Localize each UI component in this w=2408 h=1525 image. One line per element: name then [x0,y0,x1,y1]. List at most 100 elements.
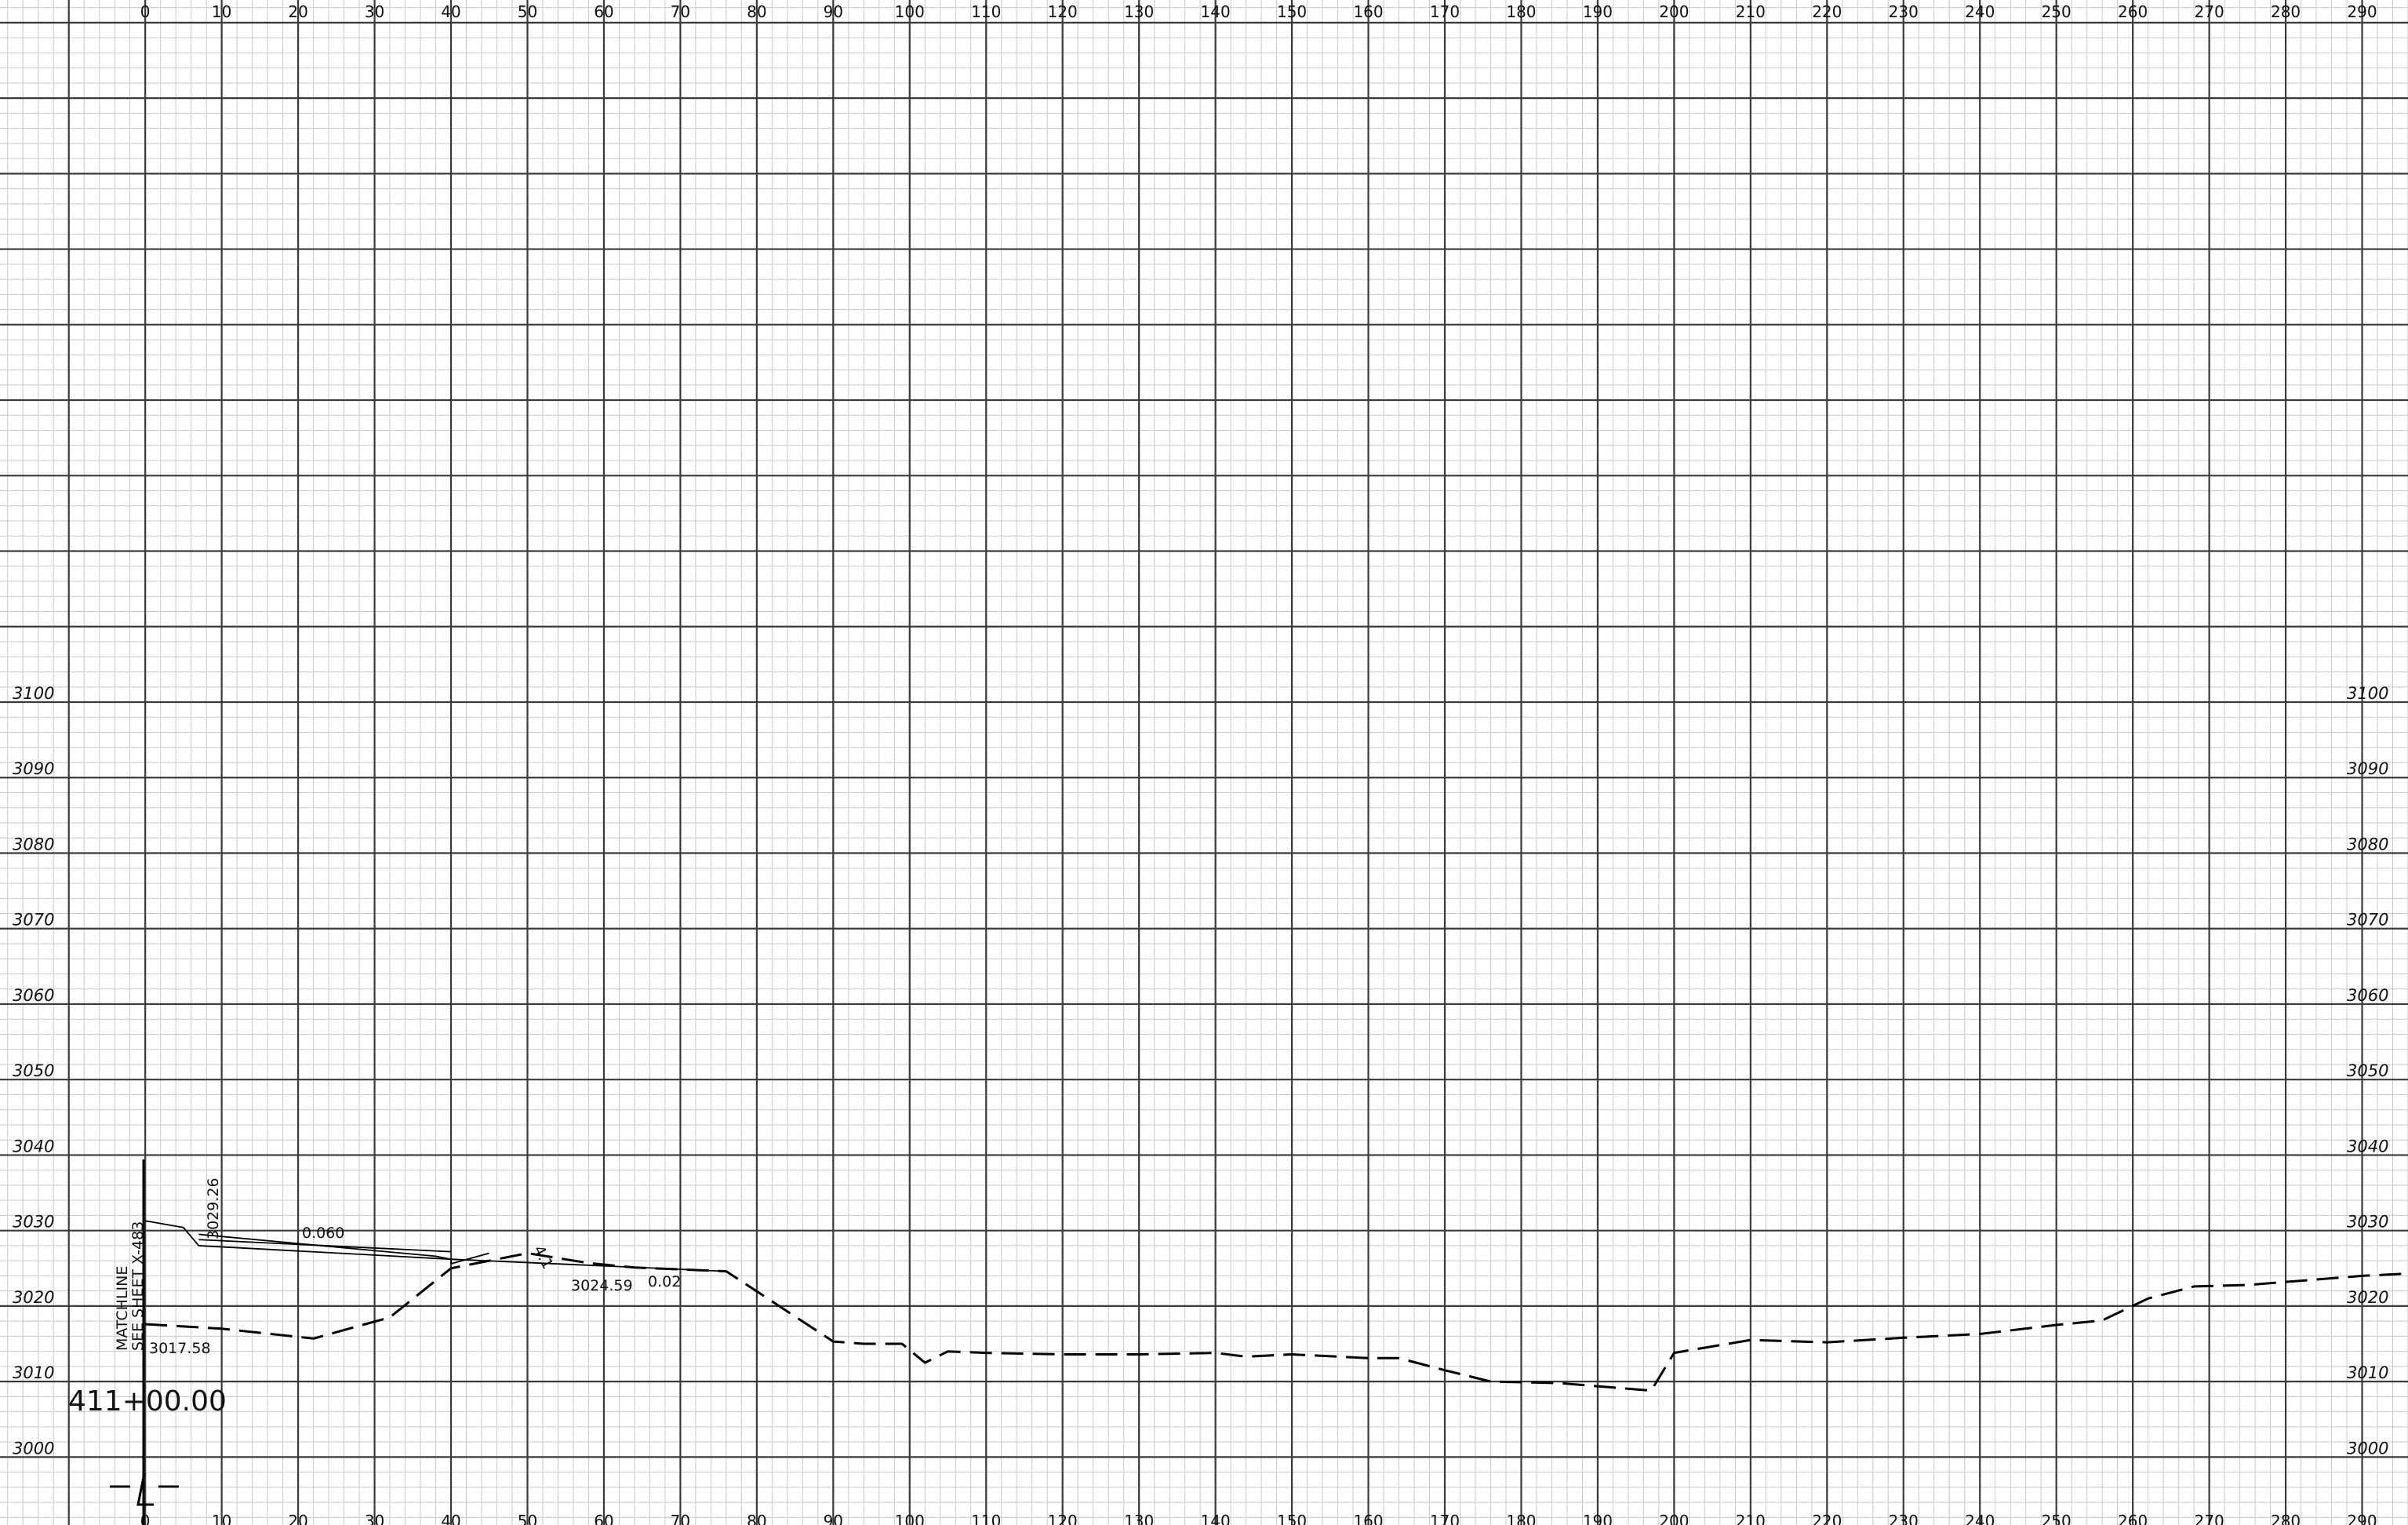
x-tick-label-bottom: 50 [518,1512,537,1525]
x-tick-label-bottom: 160 [1353,1512,1383,1525]
x-tick-label-top: 190 [1583,2,1613,21]
x-tick-label-bottom: 120 [1048,1512,1078,1525]
matchline-note: MATCHLINE SEE SHEET X-483 [114,1221,147,1351]
y-tick-label-left: 3040 [13,1137,54,1156]
x-tick-label-bottom: 60 [594,1512,613,1525]
slope-toe-label: 0.02 [648,1273,681,1290]
x-tick-label-bottom: 0 [140,1512,151,1525]
matchline-line2: SEE SHEET X-483 [129,1221,147,1351]
y-tick-label-right: 3080 [2347,835,2388,853]
x-tick-label-bottom: 220 [1812,1512,1842,1525]
station-label: 411+00.00 [68,1385,227,1418]
y-tick-label-left: 3080 [13,835,54,853]
x-tick-label-bottom: 280 [2271,1512,2301,1525]
x-tick-label-bottom: 210 [1736,1512,1766,1525]
x-tick-label-bottom: 130 [1124,1512,1154,1525]
proposed-section-line-2 [198,1233,726,1272]
x-tick-label-bottom: 40 [441,1512,460,1525]
y-tick-label-left: 3000 [13,1439,54,1458]
elevation-top-label: 3029.26 [205,1177,222,1239]
x-tick-label-top: 240 [1965,2,1995,21]
elevation-toe-label: 3024.59 [571,1277,633,1294]
x-tick-label-bottom: 110 [971,1512,1001,1525]
y-tick-label-right: 3050 [2347,1061,2388,1080]
y-tick-label-left: 3100 [13,684,54,703]
x-tick-label-top: 10 [212,2,231,21]
profile-lines [145,1220,2408,1392]
y-tick-label-right: 3010 [2347,1363,2388,1382]
x-tick-label-bottom: 260 [2118,1512,2148,1525]
x-tick-label-bottom: 270 [2195,1512,2224,1525]
x-tick-label-top: 60 [594,2,613,21]
x-tick-label-bottom: 180 [1506,1512,1536,1525]
x-tick-label-top: 100 [895,2,925,21]
slope-main-label: 0.060 [302,1225,344,1242]
x-tick-label-top: 50 [518,2,537,21]
x-axis-labels-bottom: 0 10 20 30 40 50 60 70 80 90 100 110 120 130 140 150 160… [140,1512,2377,1525]
y-tick-label-left: 3030 [13,1213,54,1232]
x-tick-label-top: 270 [2195,2,2224,21]
x-tick-label-bottom: 140 [1201,1512,1231,1525]
x-tick-label-bottom: 70 [671,1512,690,1525]
slope-side-label: 4:1 [530,1243,557,1272]
x-tick-label-top: 230 [1889,2,1919,21]
x-tick-label-top: 210 [1736,2,1766,21]
x-tick-label-top: 80 [747,2,766,21]
y-tick-label-right: 3020 [2347,1288,2388,1307]
matchline-line1: MATCHLINE [114,1266,131,1351]
x-tick-label-bottom: 10 [212,1512,231,1525]
y-tick-label-right: 3070 [2347,911,2388,930]
centerline-symbol [110,1472,179,1506]
x-tick-label-top: 40 [441,2,460,21]
y-tick-label-right: 3000 [2347,1439,2388,1458]
y-tick-label-right: 3040 [2347,1137,2388,1156]
y-axis-labels-left: 3000 3010 3020 3030 3040 3050 3060 3070 3080 3090… [13,684,54,1458]
x-axis-labels-top: 0 10 20 30 40 50 60 70 80 90 100 110 120 130 140 150 160… [140,2,2377,21]
y-tick-label-right: 3030 [2347,1213,2388,1232]
x-tick-label-top: 220 [1812,2,1842,21]
x-tick-label-bottom: 20 [288,1512,307,1525]
proposed-section-line-3 [198,1239,452,1253]
y-tick-label-left: 3010 [13,1363,54,1382]
x-tick-label-top: 0 [140,2,151,21]
x-tick-label-top: 120 [1048,2,1078,21]
x-tick-label-top: 200 [1659,2,1689,21]
y-tick-label-left: 3050 [13,1061,54,1080]
y-tick-label-right: 3090 [2347,759,2388,778]
x-tick-label-top: 130 [1124,2,1154,21]
y-tick-label-left: 3020 [13,1288,54,1307]
x-tick-label-bottom: 100 [895,1512,925,1525]
x-tick-label-bottom: 150 [1277,1512,1307,1525]
x-tick-label-bottom: 190 [1583,1512,1613,1525]
x-tick-label-bottom: 290 [2347,1512,2377,1525]
x-tick-label-bottom: 250 [2042,1512,2072,1525]
x-tick-label-top: 250 [2042,2,2072,21]
x-tick-label-top: 160 [1353,2,1383,21]
x-tick-label-top: 260 [2118,2,2148,21]
x-tick-label-bottom: 80 [747,1512,766,1525]
y-tick-label-left: 3090 [13,759,54,778]
y-tick-label-right: 3100 [2347,684,2388,703]
x-tick-label-bottom: 90 [824,1512,843,1525]
x-tick-label-top: 140 [1201,2,1231,21]
x-tick-label-top: 30 [365,2,384,21]
x-tick-label-bottom: 30 [365,1512,384,1525]
proposed-section-line-1 [145,1220,489,1265]
x-tick-label-top: 110 [971,2,1001,21]
x-tick-label-bottom: 170 [1430,1512,1460,1525]
x-tick-label-top: 20 [288,2,307,21]
y-axis-labels-right: 3000 3010 3020 3030 3040 3050 3060 3070 3080 3090… [2347,684,2388,1458]
x-tick-label-bottom: 240 [1965,1512,1995,1525]
x-tick-label-bottom: 200 [1659,1512,1689,1525]
x-tick-label-bottom: 230 [1889,1512,1919,1525]
y-tick-label-left: 3060 [13,986,54,1005]
x-tick-label-top: 90 [824,2,843,21]
x-tick-label-top: 70 [671,2,690,21]
elevation-ground-label: 3017.58 [149,1340,211,1357]
y-tick-label-right: 3060 [2347,986,2388,1005]
x-tick-label-top: 290 [2347,2,2377,21]
x-tick-label-top: 150 [1277,2,1307,21]
